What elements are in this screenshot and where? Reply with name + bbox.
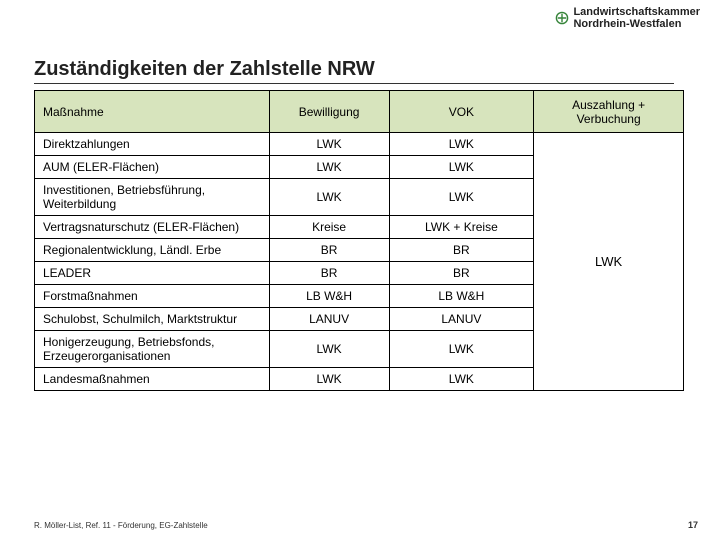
logo-text: Landwirtschaftskammer Nordrhein-Westfale… xyxy=(573,6,700,30)
cell-bewilligung: LANUV xyxy=(269,308,389,331)
cell-auszahlung-merged: LWK xyxy=(534,133,684,391)
page-number: 17 xyxy=(688,520,698,530)
cell-bewilligung: BR xyxy=(269,239,389,262)
row-label: Investitionen, Betriebsführung, Weiterbi… xyxy=(35,179,270,216)
cell-bewilligung: BR xyxy=(269,262,389,285)
cell-vok: LWK xyxy=(389,179,534,216)
row-label: Landesmaßnahmen xyxy=(35,368,270,391)
cell-vok: LANUV xyxy=(389,308,534,331)
logo-icon xyxy=(555,11,569,25)
cell-bewilligung: LB W&H xyxy=(269,285,389,308)
responsibilities-table: Maßnahme Bewilligung VOK Auszahlung + Ve… xyxy=(34,90,684,391)
cell-vok: LWK xyxy=(389,368,534,391)
row-label: Forstmaßnahmen xyxy=(35,285,270,308)
cell-vok: LWK + Kreise xyxy=(389,216,534,239)
row-label: LEADER xyxy=(35,262,270,285)
footer-text: R. Möller-List, Ref. 11 - Förderung, EG-… xyxy=(34,521,208,530)
cell-vok: LWK xyxy=(389,133,534,156)
cell-bewilligung: LWK xyxy=(269,156,389,179)
logo: Landwirtschaftskammer Nordrhein-Westfale… xyxy=(555,6,700,30)
row-label: AUM (ELER-Flächen) xyxy=(35,156,270,179)
logo-line2: Nordrhein-Westfalen xyxy=(573,18,700,30)
table-header-row: Maßnahme Bewilligung VOK Auszahlung + Ve… xyxy=(35,91,684,133)
cell-bewilligung: LWK xyxy=(269,133,389,156)
cell-bewilligung: Kreise xyxy=(269,216,389,239)
row-label: Regionalentwicklung, Ländl. Erbe xyxy=(35,239,270,262)
cell-bewilligung: LWK xyxy=(269,331,389,368)
row-label: Schulobst, Schulmilch, Marktstruktur xyxy=(35,308,270,331)
col-massnahme: Maßnahme xyxy=(35,91,270,133)
cell-vok: LWK xyxy=(389,156,534,179)
cell-bewilligung: LWK xyxy=(269,179,389,216)
logo-line1: Landwirtschaftskammer xyxy=(573,6,700,18)
row-label: Vertragsnaturschutz (ELER-Flächen) xyxy=(35,216,270,239)
col-bewilligung: Bewilligung xyxy=(269,91,389,133)
row-label: Honigerzeugung, Betriebsfonds, Erzeugero… xyxy=(35,331,270,368)
row-label: Direktzahlungen xyxy=(35,133,270,156)
col-vok: VOK xyxy=(389,91,534,133)
table-row: DirektzahlungenLWKLWKLWK xyxy=(35,133,684,156)
cell-vok: LB W&H xyxy=(389,285,534,308)
cell-vok: BR xyxy=(389,262,534,285)
col-auszahlung: Auszahlung + Verbuchung xyxy=(534,91,684,133)
page-title: Zuständigkeiten der Zahlstelle NRW xyxy=(34,58,674,84)
cell-bewilligung: LWK xyxy=(269,368,389,391)
cell-vok: LWK xyxy=(389,331,534,368)
cell-vok: BR xyxy=(389,239,534,262)
